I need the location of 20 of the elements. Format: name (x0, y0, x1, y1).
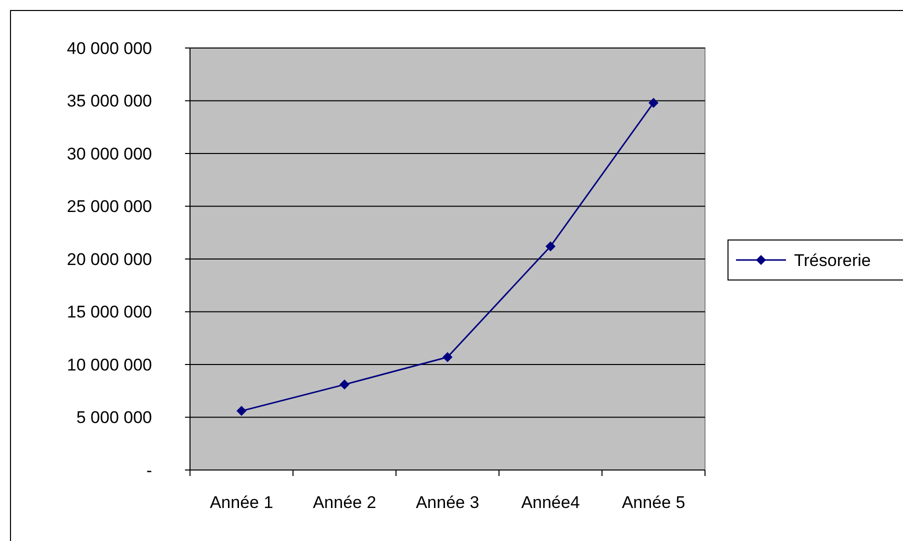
x-tick-label: Année 2 (312, 493, 376, 512)
y-tick-label: 30 000 000 (66, 144, 152, 164)
point (236, 406, 246, 416)
point (442, 352, 452, 362)
x-tick-label: Année 3 (416, 493, 480, 512)
y-tick-label: 20 000 000 (66, 250, 152, 269)
y-tick-label: 25 000 000 (66, 197, 152, 216)
y-tick-label: - (146, 460, 152, 480)
x-tick-label: Année4 (521, 493, 580, 512)
point (340, 380, 350, 390)
y-tick-label: 35 000 000 (66, 92, 152, 111)
point (546, 241, 556, 252)
y-tick-label: 15 000 000 (66, 302, 152, 322)
y-tick-label: 40 000 000 (66, 38, 152, 58)
y-tick-label: 5 000 000 (76, 408, 152, 428)
x-tick-label: Année 5 (622, 493, 686, 512)
legend-label: Trésorerie (794, 250, 871, 270)
x-tick-label: Année 1 (210, 493, 274, 512)
point (648, 98, 658, 108)
y-tick-label: 10 000 000 (66, 355, 152, 374)
